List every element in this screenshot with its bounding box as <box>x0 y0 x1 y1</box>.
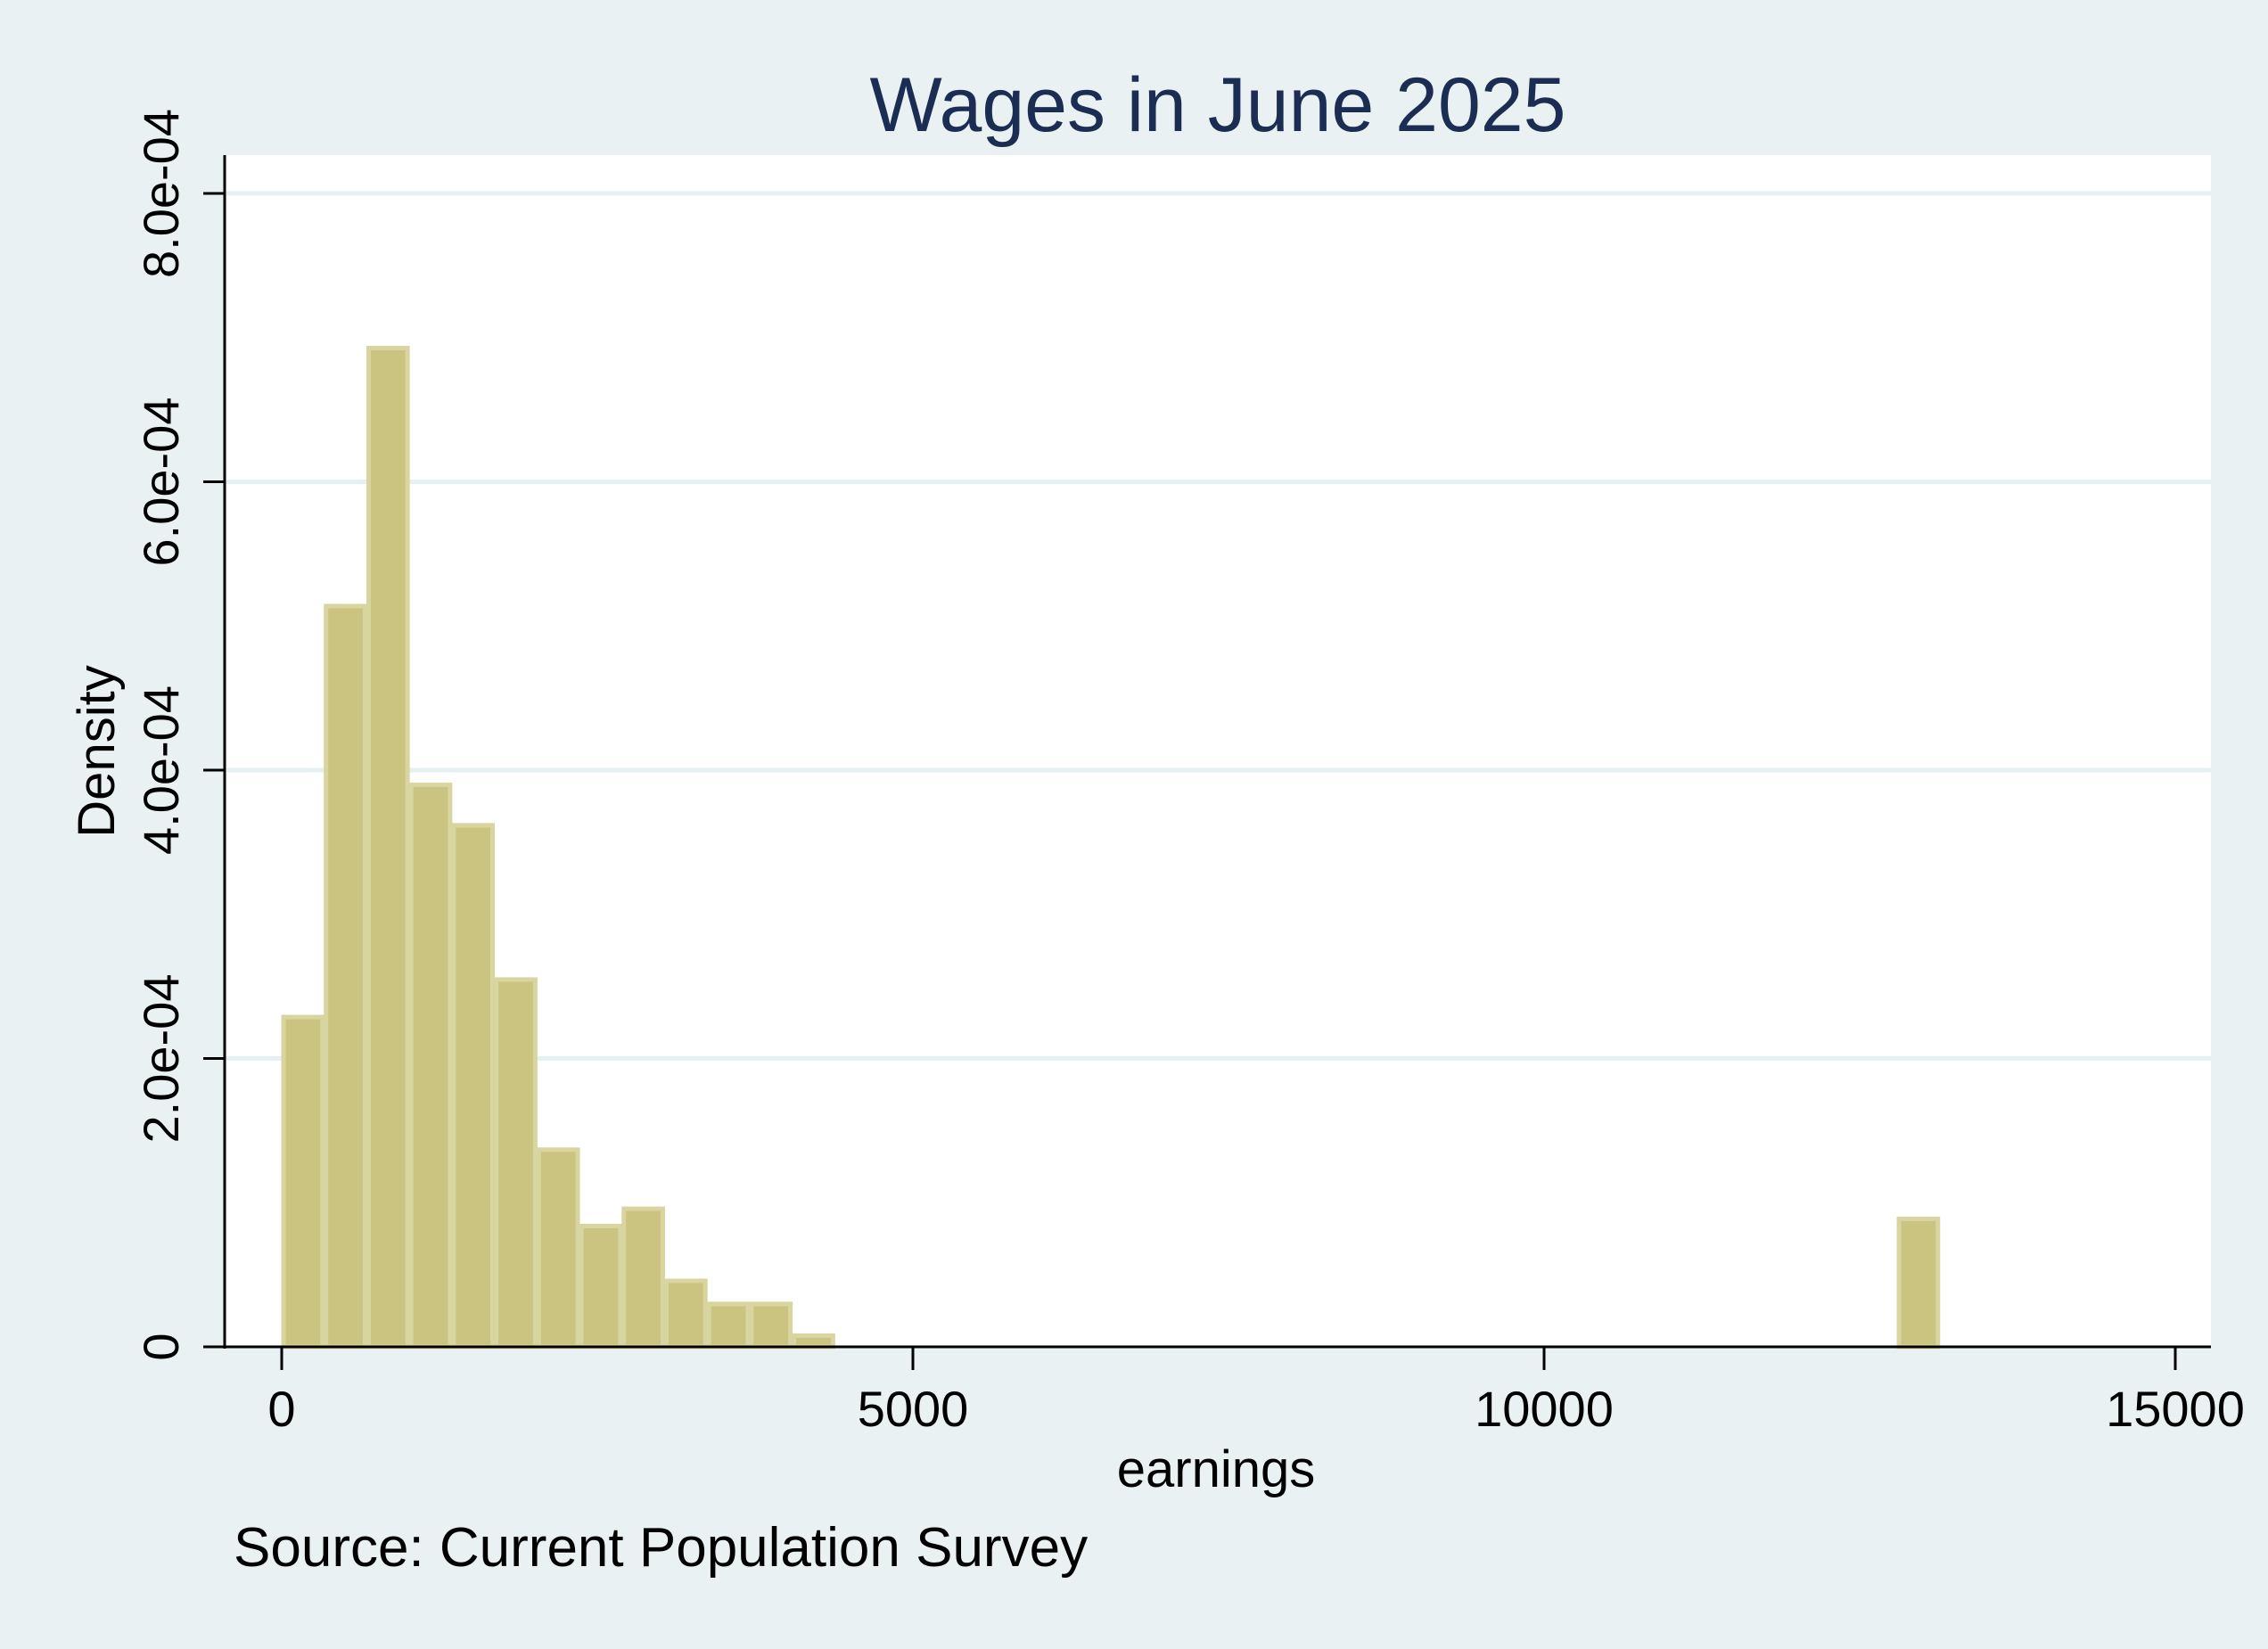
x-tick-label: 5000 <box>858 1381 969 1437</box>
histogram-bar <box>579 1224 623 1350</box>
x-axis-ticks: 0 5000 10000 15000 <box>267 1347 2245 1437</box>
histogram-bar <box>451 823 496 1350</box>
x-tick-label: 0 <box>267 1381 295 1437</box>
histogram-bar <box>408 783 453 1350</box>
histogram-bar <box>749 1301 793 1350</box>
x-tick-label: 10000 <box>1475 1381 1614 1437</box>
y-axis-ticks: 0 2.0e-04 4.0e-04 6.0e-04 8.0e-04 <box>133 109 225 1361</box>
histogram-bar <box>706 1301 751 1350</box>
histogram-bar <box>494 977 538 1350</box>
y-axis-label: Density <box>68 665 126 837</box>
histogram-bar <box>1896 1216 1941 1350</box>
histogram-bars <box>281 345 1941 1350</box>
y-tick-label: 4.0e-04 <box>133 685 189 855</box>
histogram-bar <box>324 603 367 1350</box>
histogram-bar <box>663 1278 708 1350</box>
x-tick-label: 15000 <box>2106 1381 2245 1437</box>
source-note: Source: Current Population Survey <box>234 1517 1088 1579</box>
histogram-bar <box>621 1206 665 1350</box>
gridlines <box>226 191 2211 1061</box>
y-tick-label: 8.0e-04 <box>133 109 189 278</box>
histogram-bar <box>366 345 410 1350</box>
histogram-bar <box>536 1147 580 1350</box>
histogram-bar <box>281 1014 325 1350</box>
histogram-bar <box>792 1333 835 1350</box>
x-axis-label: earnings <box>1117 1440 1315 1498</box>
y-tick-label: 6.0e-04 <box>133 398 189 567</box>
y-tick-label: 0 <box>133 1333 189 1360</box>
y-tick-label: 2.0e-04 <box>133 974 189 1144</box>
chart-title: Wages in June 2025 <box>870 62 1566 148</box>
